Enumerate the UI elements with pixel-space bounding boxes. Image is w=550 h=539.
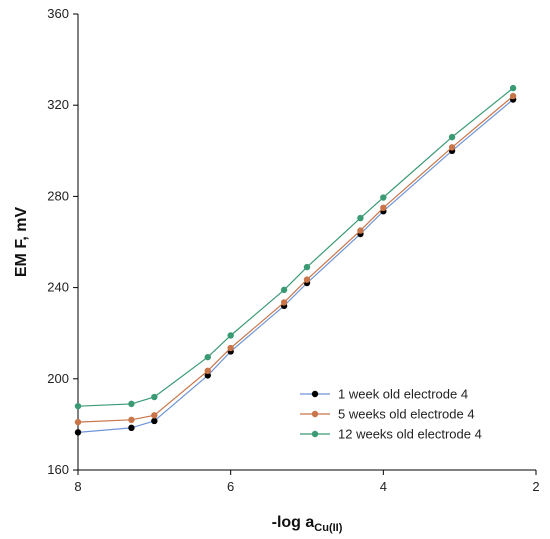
legend-label: 1 week old electrode 4 [338,387,468,402]
x-tick-label: 4 [380,479,387,494]
y-tick-label: 320 [47,97,69,112]
legend-swatch-marker [311,390,319,398]
data-point [128,424,135,432]
data-point [74,402,82,410]
legend-item: 5 weeks old electrode 4 [300,407,475,422]
legend: 1 week old electrode 4 5 weeks old electr… [300,387,482,442]
data-point [74,418,82,426]
data-point [448,144,456,151]
data-point [509,84,517,92]
series-line [77,87,514,407]
data-point [280,286,288,294]
y-ticks: 160 200 240 280 320 360 [47,6,78,477]
legend-label: 12 weeks old electrode 4 [338,427,482,442]
x-axis-title-main: -log a [272,514,315,531]
data-point [509,92,517,100]
data-point [303,276,311,283]
data-point [74,429,82,436]
legend-item: 1 week old electrode 4 [300,387,468,402]
legend-swatch-marker [311,430,319,438]
y-tick-label: 200 [47,371,69,386]
x-ticks: 8 6 4 2 [74,470,540,494]
data-point [380,194,387,201]
data-point [303,263,311,271]
y-tick-label: 280 [47,188,69,203]
y-tick-label: 360 [47,6,69,21]
data-point [227,344,234,352]
data-point [280,299,288,306]
data-point [380,204,387,211]
axes [77,14,536,471]
data-point [227,332,234,339]
legend-item: 12 weeks old electrode 4 [300,427,482,442]
legend-label: 5 weeks old electrode 4 [338,407,475,422]
y-axis-title: EM F, mV [13,207,30,278]
data-point [204,367,211,375]
y-tick-label: 240 [47,280,69,295]
x-tick-label: 2 [532,479,539,494]
data-point [128,416,135,424]
x-axis-title: -log aCu(II) [272,514,343,534]
series-line [77,99,514,433]
series-group [74,84,517,436]
x-tick-label: 6 [227,479,234,494]
x-axis-title-subscript: Cu(II) [314,522,342,534]
series-line [77,95,514,423]
data-point [151,412,158,419]
legend-swatch-marker [311,410,319,418]
y-tick-label: 160 [47,462,69,477]
data-point [448,133,456,141]
data-point [204,353,211,361]
data-point [128,400,135,408]
data-point [357,227,364,234]
x-tick-label: 8 [74,479,81,494]
data-point [151,417,158,425]
data-point [357,214,364,222]
data-point [151,393,158,401]
series-2 [74,92,517,426]
series-3 [74,84,517,410]
data-point [204,372,211,379]
